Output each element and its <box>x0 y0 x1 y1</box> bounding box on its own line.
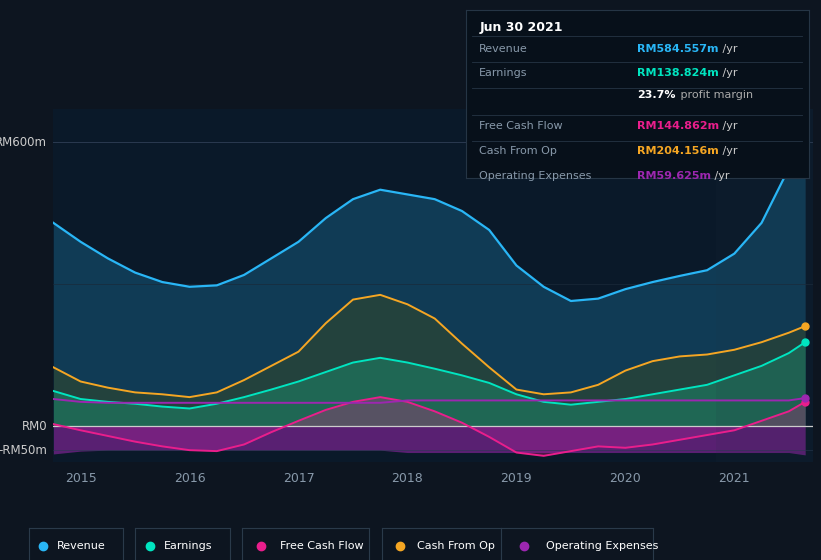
Text: /yr: /yr <box>719 147 738 156</box>
Text: Jun 30 2021: Jun 30 2021 <box>479 21 562 34</box>
Text: RM600m: RM600m <box>0 136 48 149</box>
Text: RM59.625m: RM59.625m <box>637 171 711 181</box>
Text: Cash From Op: Cash From Op <box>418 541 495 551</box>
Text: /yr: /yr <box>711 171 730 181</box>
Text: Operating Expenses: Operating Expenses <box>547 541 658 551</box>
Text: Free Cash Flow: Free Cash Flow <box>281 541 364 551</box>
Text: RM0: RM0 <box>21 420 48 433</box>
Text: Cash From Op: Cash From Op <box>479 147 557 156</box>
Text: /yr: /yr <box>719 68 738 78</box>
Bar <box>716 109 813 462</box>
Text: Revenue: Revenue <box>57 541 106 551</box>
Text: /yr: /yr <box>719 122 738 131</box>
Text: 23.7%: 23.7% <box>637 90 676 100</box>
Text: /yr: /yr <box>719 44 738 54</box>
Text: profit margin: profit margin <box>677 90 753 100</box>
Text: Free Cash Flow: Free Cash Flow <box>479 122 563 131</box>
Text: RM138.824m: RM138.824m <box>637 68 719 78</box>
Text: RM144.862m: RM144.862m <box>637 122 719 131</box>
Text: RM584.557m: RM584.557m <box>637 44 718 54</box>
Text: Earnings: Earnings <box>164 541 213 551</box>
Text: Earnings: Earnings <box>479 68 528 78</box>
Text: RM204.156m: RM204.156m <box>637 147 719 156</box>
Text: Revenue: Revenue <box>479 44 528 54</box>
Text: -RM50m: -RM50m <box>0 444 48 456</box>
Text: Operating Expenses: Operating Expenses <box>479 171 592 181</box>
